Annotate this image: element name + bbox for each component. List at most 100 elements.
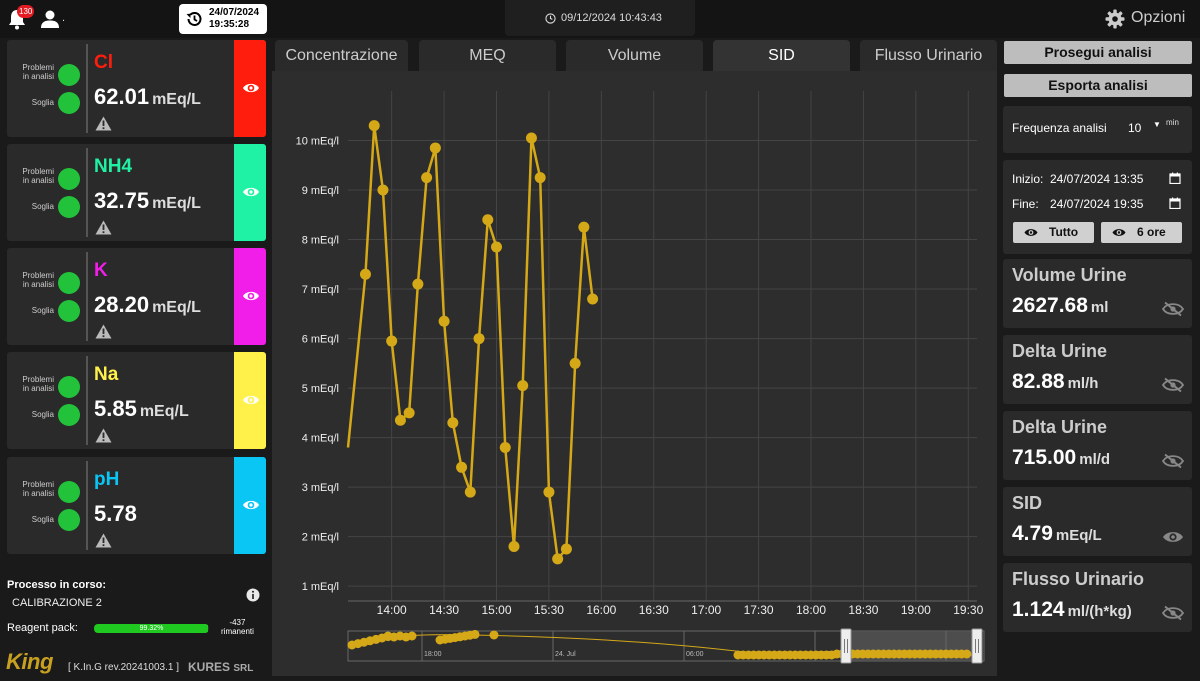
data-point [473, 333, 485, 345]
continue-analysis-button[interactable]: Prosegui analisi [1004, 41, 1192, 64]
ion-card-na: Problemi in analisi Soglia Na 5.85 mEq/L [7, 352, 266, 449]
reagent-remaining-value: -437 [229, 618, 246, 627]
ion-value-number: 32.75 [94, 188, 150, 213]
problems-label: Problemi in analisi [22, 480, 54, 498]
reagent-percent: 99.32% [139, 625, 164, 632]
eye-icon[interactable] [1162, 529, 1184, 545]
data-point [534, 172, 546, 184]
eye-off-icon[interactable] [1162, 605, 1184, 621]
threshold-indicator [58, 196, 80, 218]
data-point [482, 214, 494, 226]
threshold-indicator [58, 509, 80, 531]
reagent-progress-bar [94, 624, 209, 633]
caret-down-icon[interactable]: ▼ [1153, 120, 1161, 129]
data-point [499, 442, 511, 454]
stat-unit: ml/h [1067, 375, 1099, 392]
reagent-label: Reagent pack: [7, 622, 78, 634]
x-tick-label: 17:00 [691, 603, 721, 617]
eye-icon[interactable] [242, 393, 260, 407]
x-tick-label: 16:30 [639, 603, 669, 617]
frequency-label: Frequenza analisi [1012, 121, 1107, 135]
user-name: . [62, 12, 66, 24]
notification-badge: 130 [17, 5, 35, 18]
problems-indicator [58, 168, 80, 190]
warning-icon [95, 533, 112, 548]
stat-panel-delta-urine: Delta Urine 715.00 ml/d [1003, 411, 1192, 480]
show-6h-button[interactable]: 6 ore [1101, 222, 1182, 243]
data-point [543, 486, 555, 498]
history-icon [186, 12, 202, 26]
options-label[interactable]: Opzioni [1131, 9, 1186, 26]
eye-off-icon[interactable] [1162, 377, 1184, 393]
tab-flusso-urinario[interactable]: Flusso Urinario [860, 40, 997, 71]
stat-value-number: 715.00 [1012, 446, 1077, 469]
history-time: 19:35:28 [209, 19, 250, 30]
eye-icon [1024, 229, 1038, 236]
card-divider [86, 356, 88, 445]
company-logo: KURES SRL [188, 660, 253, 674]
history-button[interactable]: 24/07/2024 19:35:28 [179, 4, 267, 34]
gear-icon[interactable] [1105, 9, 1125, 29]
card-divider [86, 44, 88, 133]
eye-icon[interactable] [242, 289, 260, 303]
start-date-field[interactable]: 24/07/2024 13:35 [1050, 172, 1144, 186]
stat-value-number: 82.88 [1012, 370, 1065, 393]
ion-unit: mEq/L [152, 91, 201, 108]
stat-value: 82.88 ml/h [1012, 370, 1098, 394]
tab-meq[interactable]: MEQ [419, 40, 556, 71]
calendar-icon[interactable] [1169, 172, 1181, 184]
stat-value: 2627.68 ml [1012, 294, 1108, 318]
frequency-select[interactable]: 10 [1128, 121, 1142, 135]
navigator-point [407, 631, 417, 641]
data-point [464, 486, 476, 498]
clock-icon [545, 13, 556, 24]
calendar-icon[interactable] [1169, 197, 1181, 209]
stat-title: Volume Urine [1012, 265, 1127, 285]
end-date-field[interactable]: 24/07/2024 19:35 [1050, 197, 1144, 211]
stat-unit: ml/d [1079, 451, 1111, 468]
clock-datetime: 09/12/2024 10:43:43 [561, 12, 662, 24]
eye-off-icon[interactable] [1162, 301, 1184, 317]
show-6h-label: 6 ore [1137, 225, 1166, 239]
y-tick-label: 3 mEq/l [302, 482, 339, 494]
tab-sid[interactable]: SID [713, 40, 850, 71]
user-icon[interactable] [40, 9, 60, 29]
card-divider [86, 252, 88, 341]
threshold-label: Soglia [31, 98, 54, 107]
eye-icon[interactable] [242, 81, 260, 95]
export-analysis-button[interactable]: Esporta analisi [1004, 74, 1192, 97]
warning-icon [95, 116, 112, 131]
reagent-remaining-label: rimanenti [221, 627, 254, 636]
x-tick-label: 19:30 [953, 603, 983, 617]
data-point [491, 241, 503, 253]
stat-title: Delta Urine [1012, 341, 1108, 361]
x-tick-label: 15:30 [534, 603, 564, 617]
threshold-indicator [58, 300, 80, 322]
ion-unit: mEq/L [152, 195, 201, 212]
eye-icon[interactable] [242, 498, 260, 512]
frequency-unit: min [1166, 118, 1179, 127]
tab-volume[interactable]: Volume [566, 40, 703, 71]
process-title: Processo in corso: [7, 579, 107, 591]
problems-indicator [58, 376, 80, 398]
stat-title: Flusso Urinario [1012, 569, 1145, 589]
tab-concentrazione[interactable]: Concentrazione [275, 40, 408, 71]
company-suffix: SRL [233, 663, 254, 674]
eye-icon[interactable] [242, 185, 260, 199]
navigator-label: 18:00 [424, 651, 442, 658]
stat-panel-sid: SID 4.79 mEq/L [1003, 487, 1192, 556]
ion-card-nh4: Problemi in analisi Soglia NH4 32.75 mEq/… [7, 144, 266, 241]
stat-title: SID [1012, 493, 1043, 513]
threshold-indicator [58, 92, 80, 114]
data-point [517, 380, 529, 392]
warning-icon [95, 324, 112, 339]
navigator-handle[interactable] [840, 628, 852, 664]
threshold-indicator [58, 404, 80, 426]
info-icon[interactable] [246, 588, 260, 602]
navigator-handle[interactable] [971, 628, 983, 664]
sid-line-chart[interactable]: 1 mEq/l 2 mEq/l 3 mEq/l 4 mEq/l 5 mEq/l 6 mEq… [272, 71, 997, 676]
ion-name: NH4 [94, 156, 133, 177]
stat-value-number: 2627.68 [1012, 294, 1088, 317]
show-all-button[interactable]: Tutto [1013, 222, 1094, 243]
eye-off-icon[interactable] [1162, 453, 1184, 469]
